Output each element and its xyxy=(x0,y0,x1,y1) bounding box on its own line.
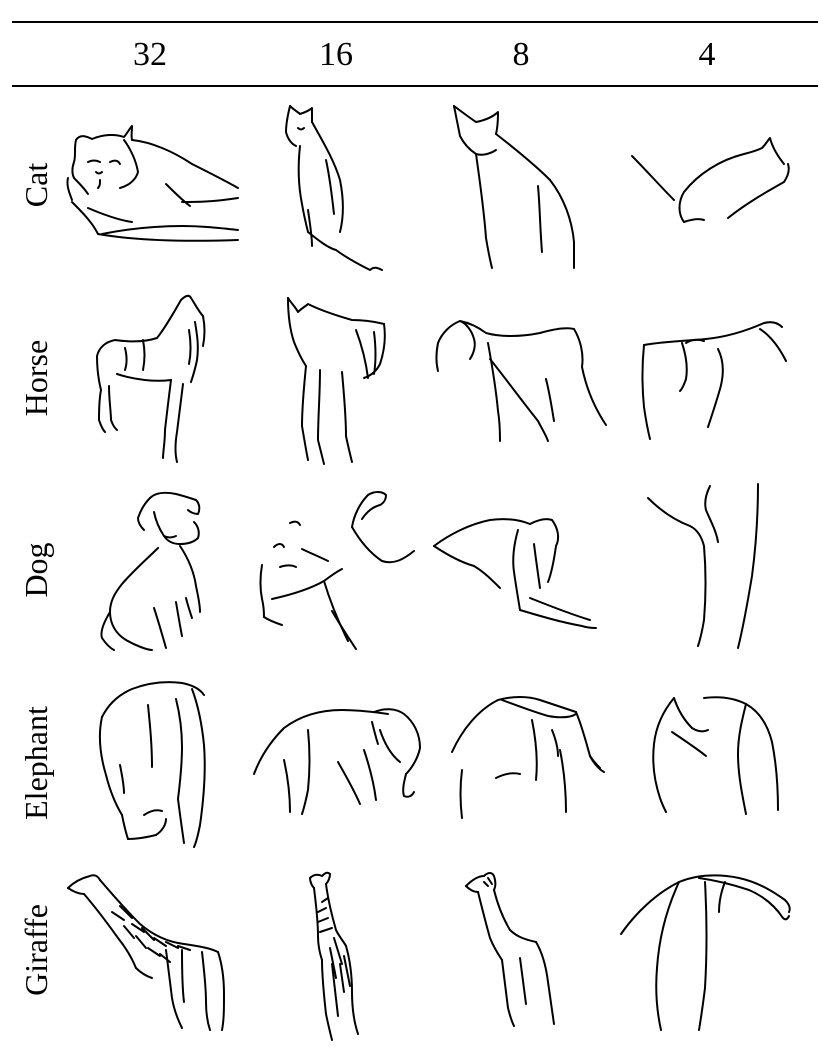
cat-sketch-16-strokes xyxy=(285,105,383,271)
giraffe-sketch-8-strokes xyxy=(465,872,555,1027)
row-label-cat: Cat xyxy=(18,162,54,208)
elephant-sketch-8-strokes xyxy=(451,696,605,819)
row-label-horse: Horse xyxy=(18,339,54,417)
row-label-giraffe: Giraffe xyxy=(18,904,54,996)
column-header-16: 16 xyxy=(319,36,353,73)
column-header-8: 8 xyxy=(512,36,530,73)
horse-sketch-32-strokes xyxy=(96,294,206,463)
header-rule xyxy=(12,85,818,87)
giraffe-sketch-32-strokes xyxy=(67,874,225,1031)
table-top-rule xyxy=(12,21,818,23)
cat-sketch-32-strokes xyxy=(66,125,239,242)
dog-sketch-8-strokes xyxy=(433,518,597,629)
column-header-4: 4 xyxy=(698,36,716,73)
giraffe-sketch-4-strokes xyxy=(620,874,791,1031)
cat-sketch-8-strokes xyxy=(453,105,575,269)
elephant-sketch-16-strokes xyxy=(253,708,421,815)
elephant-sketch-4-strokes xyxy=(652,696,779,815)
row-label-elephant: Elephant xyxy=(18,706,54,820)
dog-sketch-16-strokes xyxy=(259,491,415,650)
giraffe-sketch-16-strokes xyxy=(309,871,359,1041)
horse-sketch-4-strokes xyxy=(641,321,787,440)
horse-sketch-16-strokes xyxy=(287,297,386,465)
elephant-sketch-32-strokes xyxy=(98,681,206,848)
row-label-dog: Dog xyxy=(18,542,54,598)
column-header-32: 32 xyxy=(133,36,167,73)
dog-sketch-32-strokes xyxy=(100,491,201,651)
cat-sketch-4-strokes xyxy=(631,137,790,223)
dog-sketch-4-strokes xyxy=(647,483,759,649)
horse-sketch-8-strokes xyxy=(435,320,607,442)
